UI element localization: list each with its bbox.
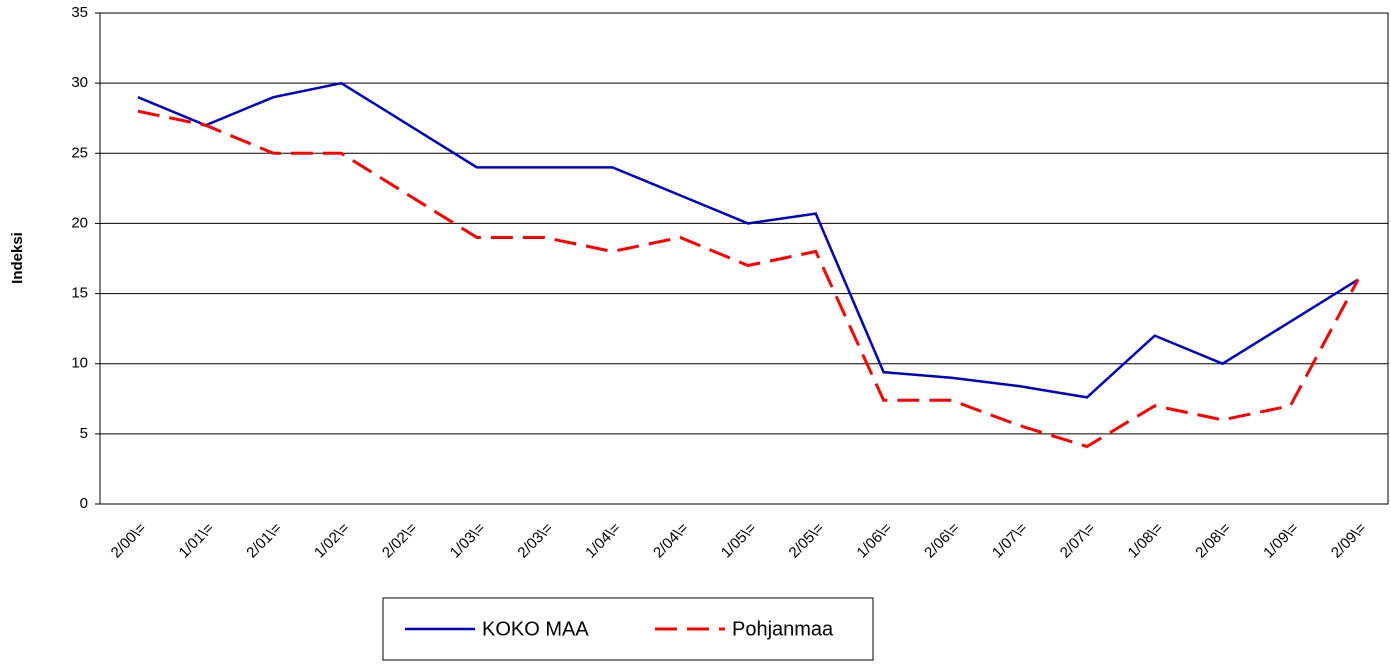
x-tick-label: 1/07\= [989,519,1031,561]
x-tick-label: 2/05\= [786,519,828,561]
x-tick-label: 1/02\= [311,519,353,561]
x-tick-label: 2/06\= [921,519,963,561]
x-tick-label: 2/07\= [1057,519,1099,561]
y-tick-label: 0 [80,495,88,512]
y-tick-label: 30 [71,74,88,91]
line-series [137,81,1359,399]
x-tick-label: 1/04\= [582,519,624,561]
x-tick-label: 2/08\= [1192,519,1234,561]
x-tick-label: 2/00\= [108,519,150,561]
legend-label: Pohjanmaa [732,618,834,640]
line-series [137,109,1360,449]
y-tick-label: 20 [71,214,88,231]
x-tick-label: 1/06\= [853,519,895,561]
legend-label: KOKO MAA [482,618,589,640]
x-tick-label: 2/02\= [379,519,421,561]
y-tick-label: 5 [80,425,88,442]
x-tick-label: 2/03\= [514,519,556,561]
plot-border [99,12,1389,505]
y-axis-label: Indeksi [9,232,26,284]
y-tick-label: 10 [71,355,88,372]
x-tick-label: 1/08\= [1125,519,1167,561]
x-tick-label: 2/09\= [1328,519,1370,561]
x-tick-label: 1/03\= [447,519,489,561]
x-tick-label: 2/04\= [650,519,692,561]
x-tick-label: 1/01\= [176,519,218,561]
y-tick-label: 35 [71,4,88,21]
y-tick-label: 15 [71,285,88,302]
y-tick-label: 25 [71,144,88,161]
x-tick-label: 1/09\= [1260,519,1302,561]
x-tick-label: 1/05\= [718,519,760,561]
x-tick-label: 2/01\= [243,519,285,561]
